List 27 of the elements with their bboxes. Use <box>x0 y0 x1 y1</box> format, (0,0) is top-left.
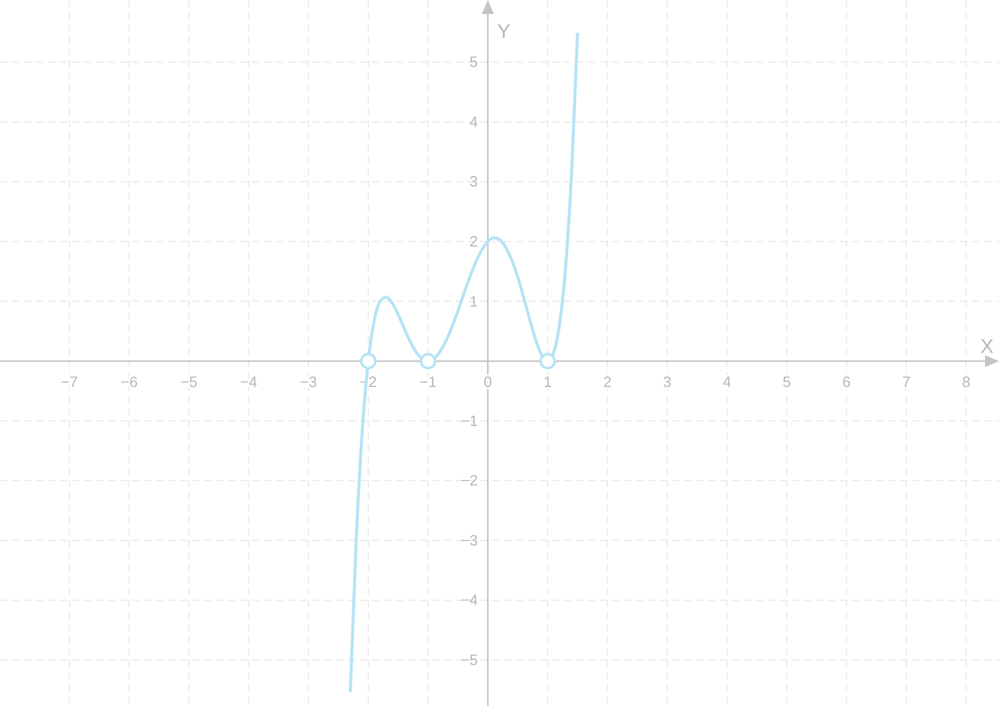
y-tick-label: −2 <box>460 472 478 490</box>
x-axis-title: X <box>980 336 994 358</box>
y-tick-label: 1 <box>470 293 478 310</box>
x-tick-label: 6 <box>842 374 851 392</box>
x-tick-label: 1 <box>543 374 552 392</box>
x-tick-label: −4 <box>240 374 258 392</box>
y-tick-label: −3 <box>460 532 478 550</box>
x-tick-label: −3 <box>300 374 318 392</box>
y-tick-label: 4 <box>470 114 478 131</box>
y-tick-label: −4 <box>460 592 478 610</box>
y-tick-label: −1 <box>460 412 478 430</box>
y-tick-label: 2 <box>470 234 478 251</box>
x-tick-label: −1 <box>420 374 437 392</box>
x-tick-label: 5 <box>782 374 791 392</box>
x-tick-label: −5 <box>180 374 198 392</box>
x-tick-label: −6 <box>120 374 138 392</box>
y-tick-label: 5 <box>470 54 478 72</box>
y-axis-title: Y <box>497 21 511 43</box>
x-tick-label: 8 <box>962 374 970 392</box>
x-tick-label: 3 <box>663 374 672 392</box>
x-tick-label: 7 <box>902 374 911 392</box>
x-tick-label: −7 <box>60 374 78 392</box>
x-tick-label: 0 <box>484 374 492 392</box>
x-tick-label: 4 <box>722 374 732 392</box>
x-tick-label: 2 <box>603 374 612 392</box>
y-tick-label: 3 <box>470 174 478 191</box>
y-tick-label: −5 <box>460 652 478 669</box>
